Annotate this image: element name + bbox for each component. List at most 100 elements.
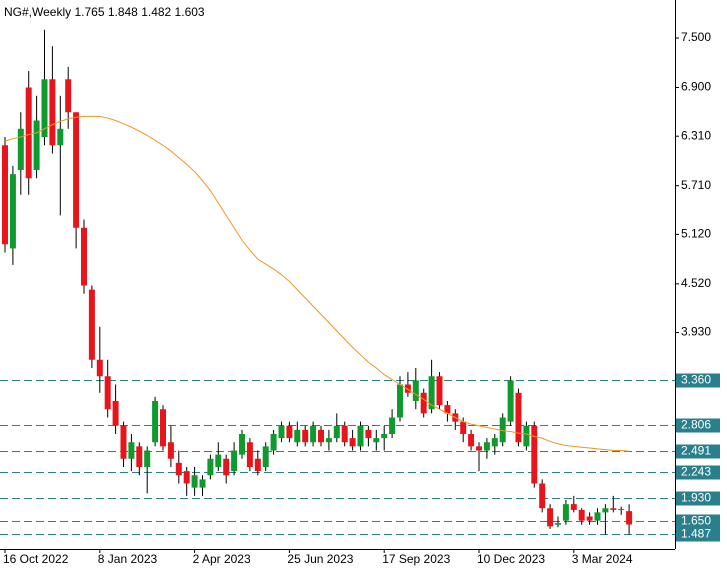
candle-body — [397, 384, 403, 418]
candle-body — [73, 112, 80, 228]
level-label-box — [676, 527, 720, 542]
candle-body — [420, 392, 427, 414]
candle-body — [183, 471, 190, 484]
candle-body — [578, 509, 585, 521]
candle-body — [618, 509, 625, 511]
candle-body — [523, 425, 530, 447]
candle-body — [136, 446, 143, 468]
level-label-box — [676, 514, 720, 529]
x-tick-label: 2 Apr 2023 — [193, 552, 251, 566]
candle-body — [144, 450, 151, 468]
level-label-box — [676, 444, 720, 459]
candle-body — [602, 508, 609, 513]
candle-body — [160, 409, 166, 447]
candle-body — [404, 384, 411, 393]
candle-body — [254, 458, 261, 472]
candle-body — [626, 511, 633, 525]
candle-body — [531, 425, 538, 484]
level-label-box — [676, 418, 720, 433]
candle-body — [507, 380, 514, 422]
candle-body — [41, 79, 48, 138]
candle-body — [199, 479, 206, 488]
candle-body — [325, 438, 332, 443]
x-tick-label: 10 Dec 2023 — [477, 552, 545, 566]
candle-body — [2, 145, 8, 245]
candle-body — [302, 429, 309, 443]
candle-body — [96, 359, 103, 377]
candle-body — [357, 425, 364, 447]
candle-body — [246, 442, 253, 468]
candle-body — [389, 417, 396, 435]
y-tick-label: 5.710 — [681, 178, 711, 192]
candle-body — [191, 475, 198, 488]
level-label-box — [676, 373, 720, 388]
level-label: 3.360 — [681, 373, 711, 387]
y-tick-label: 4.520 — [681, 276, 711, 290]
moving-average — [4, 115, 630, 452]
candle-body — [223, 458, 230, 476]
candle-body — [460, 421, 467, 435]
candle-body — [610, 508, 617, 510]
candle-body — [562, 504, 569, 521]
candle-body — [468, 434, 475, 447]
candle-body — [333, 425, 340, 439]
candle-body — [373, 438, 380, 443]
candle-body — [499, 417, 506, 443]
level-label-box — [676, 491, 720, 506]
candle-body — [555, 523, 561, 525]
candle-body — [175, 462, 182, 476]
candle-body — [491, 438, 498, 447]
y-tick-label: 6.310 — [681, 128, 711, 142]
candle-body — [262, 446, 269, 468]
y-tick-label: 3.930 — [681, 325, 711, 339]
candle-body — [81, 227, 87, 286]
candle-body — [349, 438, 356, 447]
candle-body — [539, 483, 546, 509]
x-tick-label: 16 Oct 2022 — [3, 552, 69, 566]
candle-body — [88, 289, 95, 360]
x-tick-label: 3 Mar 2024 — [572, 552, 633, 566]
level-label: 2.491 — [681, 444, 711, 458]
candle-body — [365, 429, 372, 439]
level-label: 2.243 — [681, 465, 711, 479]
level-label: 1.650 — [681, 514, 711, 528]
candle-body — [318, 429, 324, 443]
level-label: 1.930 — [681, 491, 711, 505]
candle-body — [57, 128, 64, 146]
candle-body — [428, 376, 435, 410]
level-label-box — [676, 465, 720, 480]
candle-body — [412, 380, 419, 402]
candle-body — [9, 174, 16, 249]
level-label: 1.487 — [681, 527, 711, 541]
y-tick-label: 7.500 — [681, 30, 711, 44]
candle-body — [112, 401, 119, 426]
x-tick-label: 8 Jan 2023 — [98, 552, 158, 566]
candle-body — [294, 429, 301, 443]
candle-body — [547, 508, 554, 527]
candle-body — [120, 425, 127, 459]
candle-body — [570, 504, 577, 510]
candle-body — [476, 446, 482, 451]
candle-body — [278, 425, 285, 439]
y-tick-label: 6.900 — [681, 80, 711, 94]
candle-body — [594, 512, 601, 521]
candle-body — [104, 376, 111, 410]
chart-title: NG#,Weekly 1.765 1.848 1.482 1.603 — [4, 5, 205, 19]
candle-body — [483, 442, 490, 451]
candle-body — [65, 79, 72, 113]
candle-body — [515, 392, 522, 443]
candle-body — [310, 425, 317, 443]
candle-body — [167, 442, 174, 459]
candle-body — [270, 434, 277, 451]
candle-body — [152, 401, 159, 443]
candle-body — [444, 405, 451, 414]
candle-body — [239, 434, 245, 455]
candle-body — [436, 376, 443, 406]
candle-body — [231, 450, 238, 472]
candle-body — [25, 87, 32, 179]
candle-body — [33, 120, 40, 171]
y-tick-label: 5.120 — [681, 227, 711, 241]
candle-body — [128, 442, 135, 459]
